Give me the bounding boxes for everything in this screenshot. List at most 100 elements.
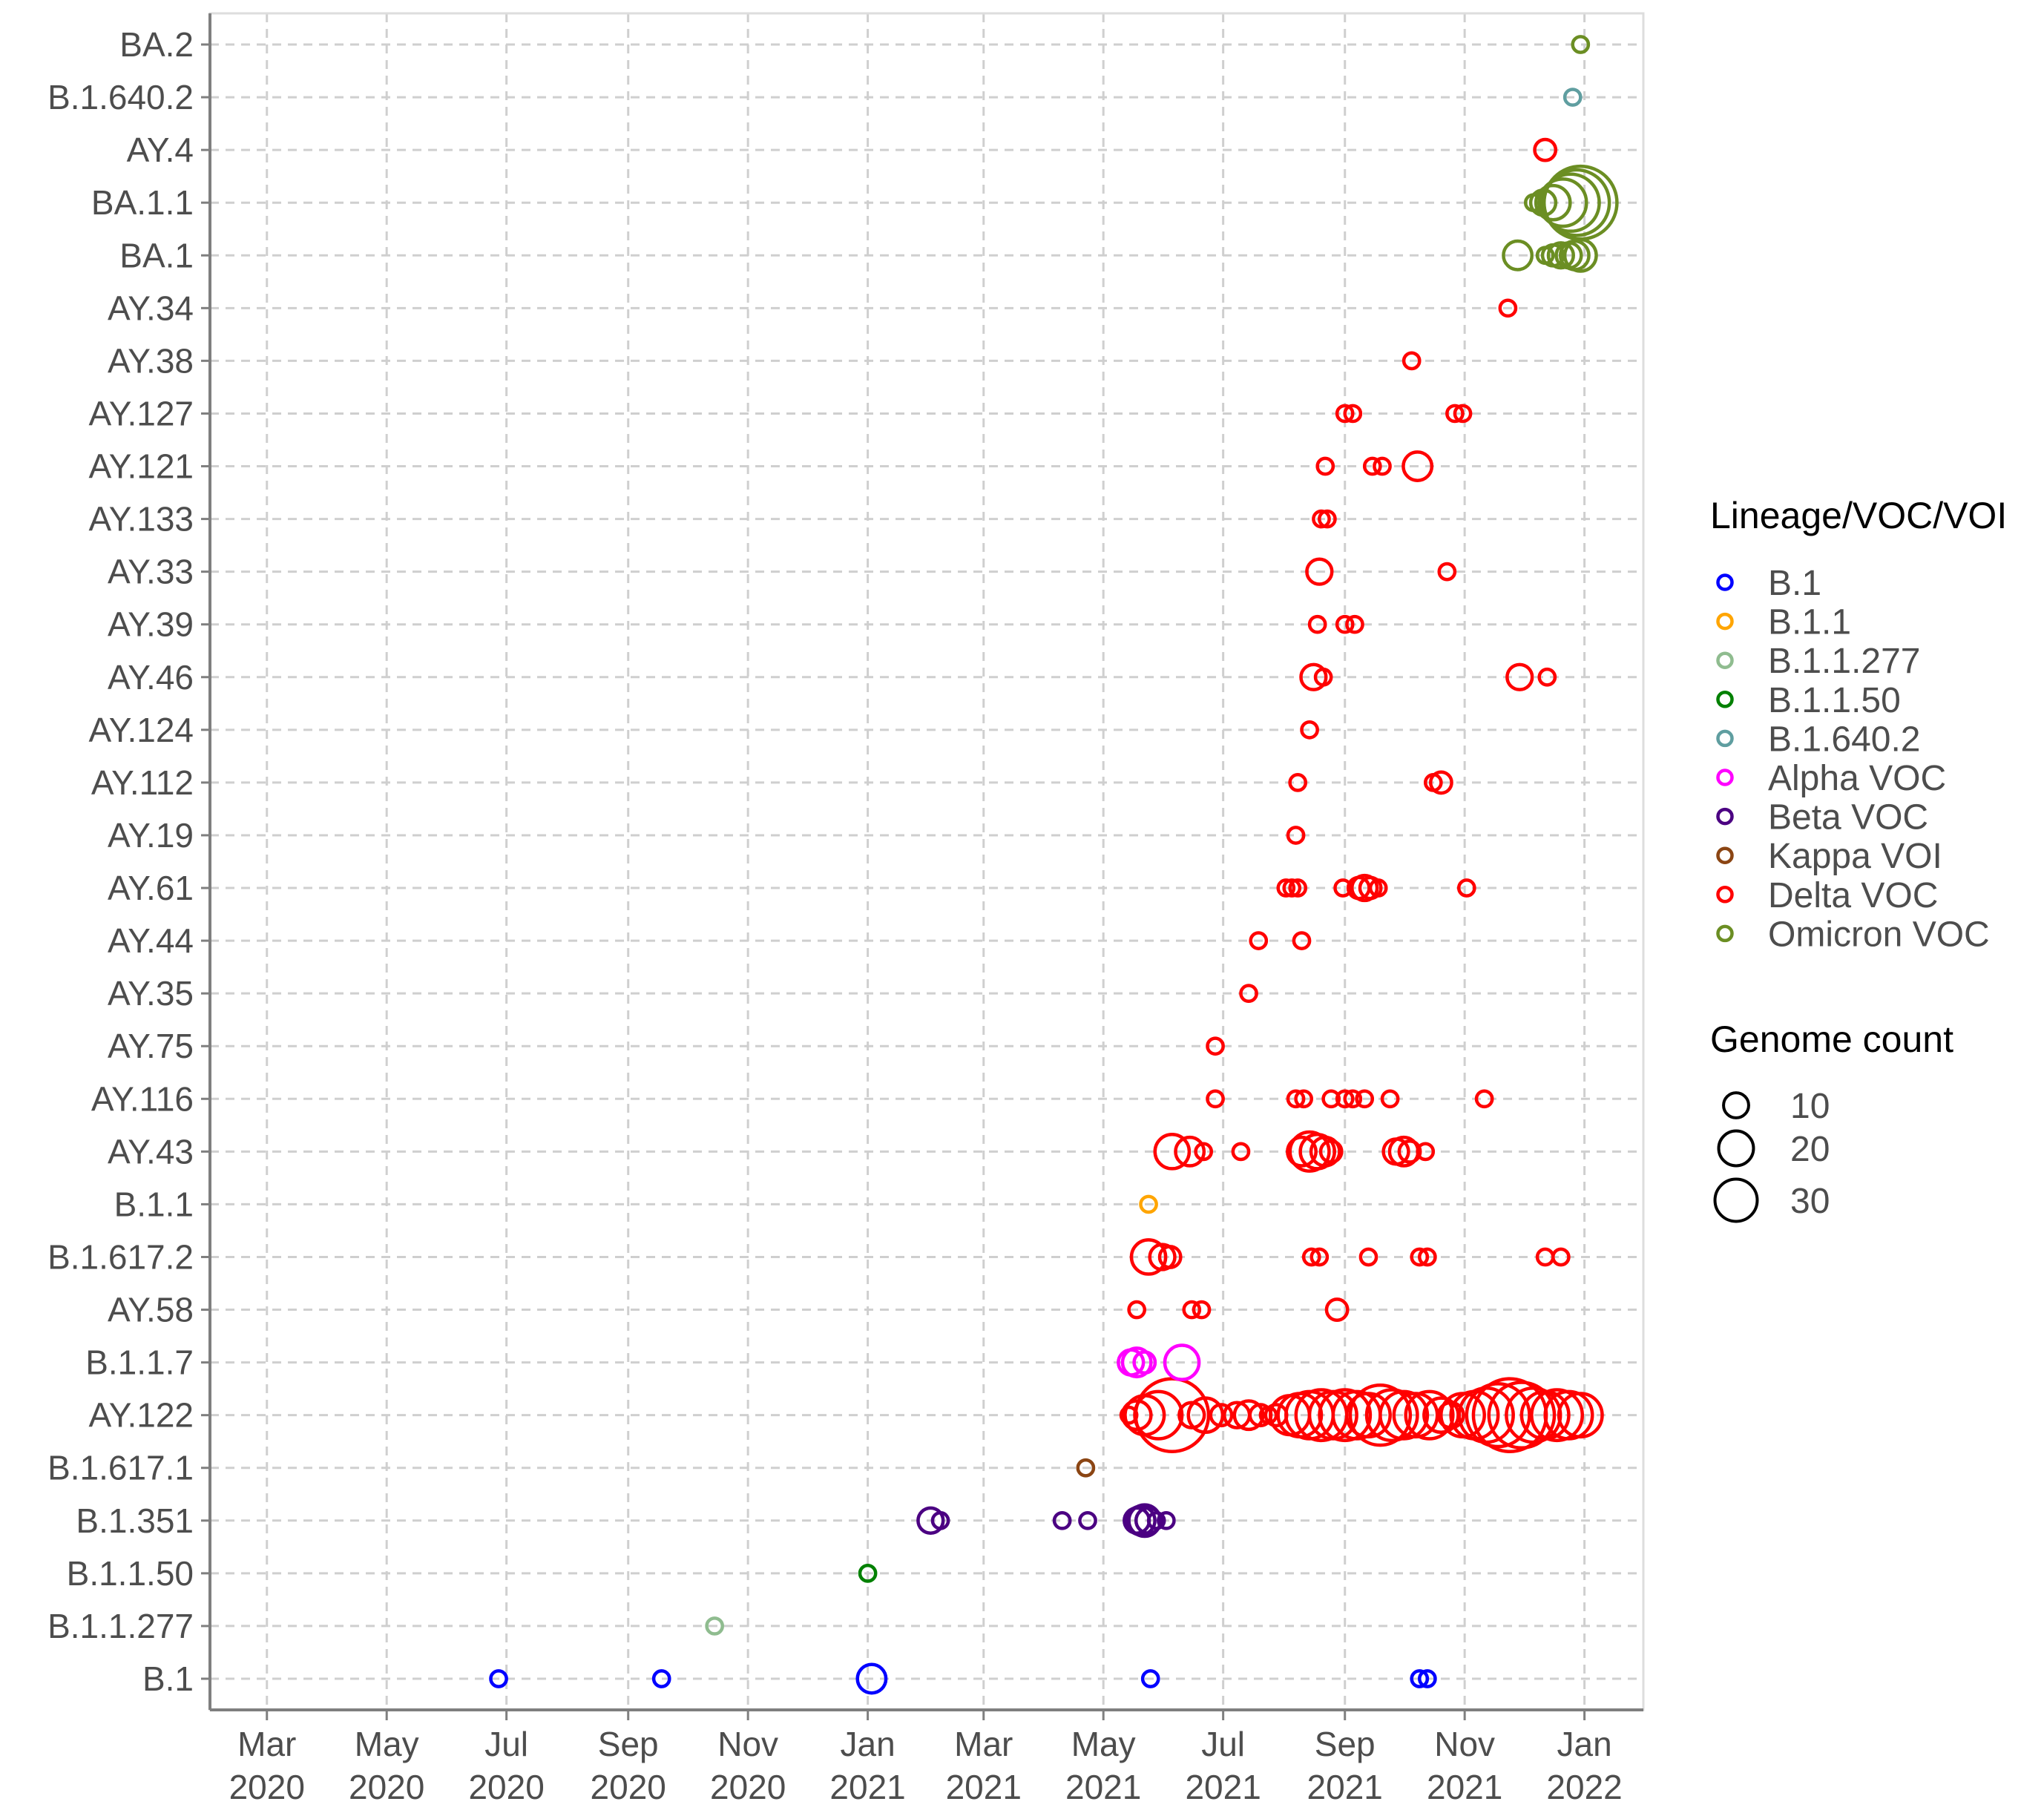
y-tick-label-b-1-617-1: B.1.617.1 xyxy=(47,1449,194,1487)
point-ay-44-2021-07-19 xyxy=(1249,931,1269,950)
point-b-1-617-2-2021-09-13 xyxy=(1358,1247,1378,1267)
point-b-1-351-2021-05-28 xyxy=(1146,1510,1166,1530)
plot-border xyxy=(208,12,1645,1711)
y-tick-label-ay-33: AY.33 xyxy=(108,553,194,591)
point-ay-46-2021-11-29 xyxy=(1505,662,1534,691)
point-ay-122-2021-12-24 xyxy=(1543,1389,1594,1441)
point-b-1-351-2021-02-02 xyxy=(916,1506,945,1535)
point-ay-43-2021-08-14 xyxy=(1288,1130,1331,1173)
y-tick-label-b-1-1-50: B.1.1.50 xyxy=(67,1554,194,1593)
y-tick-label-ay-127: AY.127 xyxy=(88,394,194,432)
point-ay-43-2021-10-04 xyxy=(1397,1139,1422,1164)
point-ay-112-2021-08-08 xyxy=(1288,773,1308,792)
y-tick-label-ay-19: AY.19 xyxy=(108,816,194,855)
x-tick-label-2020-07-01: Jul 2020 xyxy=(468,1725,544,1806)
x-tick-label-2021-09-01: Sep 2021 xyxy=(1307,1725,1383,1806)
point-ay-61-2021-11-02 xyxy=(1456,878,1476,898)
point-b-1-617-2-2021-10-09 xyxy=(1410,1247,1430,1267)
legend-label-b-1-1: B.1.1 xyxy=(1768,603,1851,642)
point-ay-58-2021-05-18 xyxy=(1127,1300,1147,1320)
legend-size-label-30: 30 xyxy=(1790,1182,1830,1221)
point-ba-1-1-2021-12-16 xyxy=(1534,183,1572,222)
y-tick-label-ay-112: AY.112 xyxy=(91,763,194,802)
legend-color-title: Lineage/VOC/VOI xyxy=(1710,495,2007,536)
y-tick-label-ay-44: AY.44 xyxy=(108,921,194,960)
point-ay-122-2021-06-22 xyxy=(1186,1396,1225,1434)
point-b-1-2021-01-03 xyxy=(855,1662,888,1695)
legend-label-omicron-voc: Omicron VOC xyxy=(1768,915,1990,954)
point-b-1-2021-10-09 xyxy=(1410,1669,1430,1688)
point-ay-61-2021-08-05 xyxy=(1282,878,1302,898)
y-tick-label-ay-116: AY.116 xyxy=(91,1079,194,1118)
point-ay-39-2021-09-06 xyxy=(1345,614,1364,634)
y-tick-label-ay-124: AY.124 xyxy=(88,711,194,749)
legend-size-title: Genome count xyxy=(1710,1019,1953,1060)
point-ay-122-2021-11-18 xyxy=(1465,1382,1531,1449)
point-b-1-351-2021-06-02 xyxy=(1157,1510,1176,1530)
point-ay-122-2021-06-30 xyxy=(1209,1403,1234,1428)
point-ay-43-2021-06-05 xyxy=(1153,1133,1192,1171)
point-ay-116-2021-08-25 xyxy=(1321,1089,1341,1109)
point-ay-61-2021-09-18 xyxy=(1368,878,1388,898)
gridlines xyxy=(210,13,1643,1710)
point-b-1-617-2-2021-10-13 xyxy=(1418,1247,1437,1267)
point-ay-122-2021-05-29 xyxy=(1133,1389,1184,1441)
point-b-1-2021-10-13 xyxy=(1418,1669,1437,1688)
point-ay-43-2021-06-14 xyxy=(1174,1135,1206,1168)
x-tick-label-2020-09-01: Sep 2020 xyxy=(591,1725,666,1806)
point-ay-122-2021-06-05 xyxy=(1134,1377,1211,1454)
point-ay-46-2021-08-16 xyxy=(1299,662,1328,691)
legend-size-label-20: 20 xyxy=(1790,1130,1830,1169)
point-ay-75-2021-06-27 xyxy=(1206,1036,1225,1056)
data-points xyxy=(489,35,1619,1695)
point-ay-43-2021-08-25 xyxy=(1318,1139,1344,1164)
legend-key-b-1-1-277 xyxy=(1716,651,1734,669)
x-tick-label-2021-01-01: Jan 2021 xyxy=(829,1725,905,1806)
point-ay-116-2021-06-27 xyxy=(1206,1089,1225,1109)
y-tick-label-b-1-351: B.1.351 xyxy=(76,1501,194,1540)
point-ba-1-1-2021-12-21 xyxy=(1537,177,1588,228)
point-ay-46-2021-08-21 xyxy=(1313,667,1333,687)
point-ay-121-2021-08-22 xyxy=(1315,456,1335,476)
legend: Lineage/VOC/VOI B.1B.1.1B.1.1.277B.1.1.50… xyxy=(1710,495,2007,1223)
point-ay-33-2021-08-19 xyxy=(1305,557,1334,586)
y-tick-label-b-1-1: B.1.1 xyxy=(114,1185,194,1223)
x-axis-ticks: Mar 2020 May 2020 Jul 2020 Sep 2020 Nov 2020 Jan 20… xyxy=(229,1710,1623,1806)
y-tick-label-ay-58: AY.58 xyxy=(108,1291,194,1329)
point-b-1-617-1-2021-04-22 xyxy=(1076,1458,1096,1478)
point-ay-4-2021-12-12 xyxy=(1533,137,1558,162)
point-ay-121-2021-09-15 xyxy=(1362,456,1382,476)
point-ay-61-2021-09-11 xyxy=(1350,873,1379,903)
point-ay-43-2021-08-22 xyxy=(1309,1135,1341,1168)
point-ay-19-2021-08-07 xyxy=(1286,826,1306,845)
point-b-1-351-2021-02-07 xyxy=(930,1510,950,1530)
point-ay-58-2021-08-28 xyxy=(1324,1297,1350,1322)
point-ay-127-2021-09-05 xyxy=(1343,404,1363,424)
legend-label-b-1-1-50: B.1.1.50 xyxy=(1768,681,1901,720)
point-ay-122-2021-05-18 xyxy=(1120,1399,1153,1432)
y-tick-label-ay-46: AY.46 xyxy=(108,658,194,697)
legend-label-b-1-1-277: B.1.1.277 xyxy=(1768,642,1921,681)
point-ay-122-2021-10-14 xyxy=(1404,1389,1455,1441)
point-b-1-617-2-2021-06-04 xyxy=(1157,1245,1183,1269)
legend-key-b-1-1 xyxy=(1716,612,1734,631)
point-ay-124-2021-08-14 xyxy=(1300,720,1319,740)
point-ay-121-2021-09-20 xyxy=(1373,456,1392,476)
point-ay-122-2021-09-25 xyxy=(1364,1388,1419,1443)
y-tick-label-ba-2: BA.2 xyxy=(119,25,194,64)
y-tick-label-ba-1-1: BA.1.1 xyxy=(91,183,194,222)
x-tick-label-2021-11-01: Nov 2021 xyxy=(1427,1725,1502,1806)
point-ay-122-2021-12-30 xyxy=(1557,1392,1604,1439)
point-ay-116-2021-08-11 xyxy=(1294,1089,1313,1109)
point-b-1-617-2-2021-08-19 xyxy=(1309,1247,1330,1267)
y-tick-label-ay-75: AY.75 xyxy=(108,1027,194,1065)
y-tick-label-ay-133: AY.133 xyxy=(88,500,194,539)
legend-label-delta-voc: Delta VOC xyxy=(1768,876,1938,915)
point-ay-61-2021-08-08 xyxy=(1288,878,1308,898)
legend-label-kappa-voi: Kappa VOI xyxy=(1768,837,1942,876)
legend-size-key-10 xyxy=(1722,1091,1750,1119)
point-ay-112-2021-10-20 xyxy=(1428,770,1453,795)
point-b-1-640-2-2021-12-26 xyxy=(1562,88,1583,107)
point-ba-1-2021-12-20 xyxy=(1546,241,1575,270)
